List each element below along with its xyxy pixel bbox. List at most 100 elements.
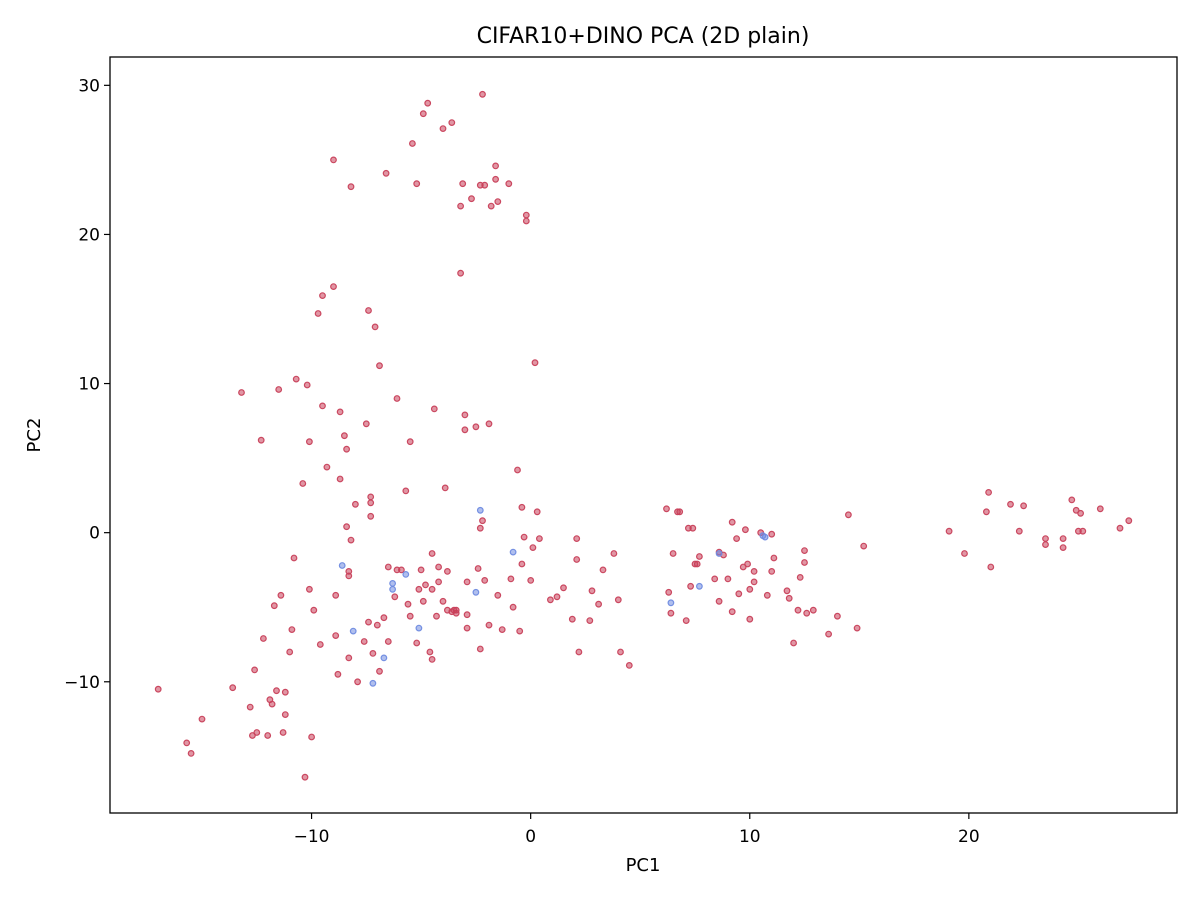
x-tick-label: 20 [958,827,980,847]
scatter-point-s0-90 [428,585,436,593]
plot-area-frame [109,56,1178,814]
scatter-point-s0-151 [586,617,594,624]
scatter-point-s0-72 [393,395,401,402]
scatter-point-s0-152 [588,587,596,595]
scatter-point-s0-210 [985,489,992,496]
y-axis-label: PC2 [24,418,45,453]
points-layer [154,90,1133,781]
scatter-point-s0-218 [1059,535,1067,542]
scatter-point-s0-120 [481,577,489,584]
scatter-point-s0-22 [286,648,294,656]
scatter-point-s0-82 [415,585,423,593]
scatter-point-s0-12 [264,732,272,739]
scatter-point-s0-123 [487,202,495,210]
scatter-point-s0-81 [413,639,421,647]
scatter-point-s0-104 [457,269,465,277]
scatter-point-s0-176 [724,575,732,583]
scatter-point-s0-153 [595,600,602,608]
scatter-point-s0-155 [610,550,618,557]
scatter-point-s1-10 [509,548,517,556]
scatter-point-s0-54 [354,678,362,686]
scatter-point-s0-21 [281,688,289,696]
scatter-point-s0-179 [733,535,740,542]
scatter-point-s0-5 [238,389,245,396]
scatter-point-s1-7 [415,624,423,632]
scatter-point-s0-205 [853,624,861,632]
scatter-point-s0-129 [505,180,513,188]
scatter-point-s0-67 [380,614,388,622]
scatter-point-s0-219 [1068,496,1076,504]
scatter-point-s0-154 [599,566,607,574]
scatter-point-s0-206 [860,542,868,550]
scatter-point-s0-162 [669,550,677,557]
scatter-point-s1-9 [476,506,484,514]
scatter-point-s0-207 [945,527,953,535]
scatter-point-s0-7 [251,666,259,674]
scatter-point-s0-197 [796,574,804,581]
scatter-point-s0-26 [299,480,307,487]
scatter-point-s1-13 [715,550,723,557]
scatter-point-s0-68 [382,169,390,177]
scatter-point-s0-27 [301,773,309,781]
x-tick-label: 0 [525,827,536,847]
scatter-point-s1-6 [402,571,410,578]
scatter-point-s0-2 [187,750,195,757]
scatter-point-s0-211 [987,563,995,571]
scatter-point-s0-170 [693,560,701,568]
scatter-point-s0-203 [834,612,841,620]
scatter-point-s0-20 [281,711,289,718]
x-tick-label: −10 [294,827,330,847]
scatter-point-s0-193 [783,587,791,595]
scatter-point-s0-226 [1125,517,1133,525]
scatter-point-s0-122 [485,621,493,629]
scatter-point-s0-116 [476,524,484,532]
scatter-point-s0-192 [770,554,778,562]
scatter-point-s0-209 [983,508,990,516]
scatter-point-s0-88 [426,648,434,656]
scatter-point-s0-145 [553,593,561,601]
scatter-point-s0-117 [479,517,486,525]
scatter-point-s0-33 [314,310,322,317]
scatter-point-s1-12 [696,582,703,590]
scatter-point-s0-217 [1059,544,1067,551]
scatter-point-s0-224 [1096,505,1104,513]
scatter-point-s0-58 [362,420,370,428]
scatter-point-s0-165 [682,617,690,624]
scatter-point-s0-214 [1020,502,1027,510]
scatter-point-s0-110 [463,578,471,586]
scatter-point-s0-131 [509,603,517,611]
scatter-point-s0-16 [273,687,280,695]
scatter-point-s0-184 [746,585,754,593]
scatter-point-s0-18 [277,591,285,599]
scatter-point-s0-52 [347,536,355,544]
y-tick-label: 10 [78,375,100,395]
scatter-point-s1-15 [761,533,769,541]
scatter-point-s0-63 [371,323,379,331]
scatter-point-s0-14 [268,700,276,708]
scatter-point-s0-40 [332,591,340,599]
scatter-point-s0-168 [689,524,697,532]
scatter-point-s0-112 [472,423,480,431]
scatter-point-s0-74 [398,566,405,574]
scatter-point-s1-1 [349,627,357,635]
scatter-point-s0-38 [330,283,337,291]
y-tick-label: 30 [78,76,100,96]
scatter-point-s0-167 [687,582,694,590]
scatter-point-s0-86 [422,581,429,589]
scatter-point-s0-4 [229,684,237,692]
scatter-point-s0-97 [439,125,447,133]
scatter-point-s0-29 [306,438,313,446]
scatter-point-s0-106 [461,411,469,419]
scatter-point-s0-132 [514,466,521,474]
scatter-point-s0-124 [492,162,500,170]
scatter-point-s0-223 [1079,527,1087,535]
scatter-point-s0-30 [306,585,313,593]
scatter-point-s0-160 [665,588,673,596]
chart-title: CIFAR10+DINO PCA (2D plain) [477,24,810,49]
scatter-point-s0-36 [319,292,326,300]
y-tick-label: −10 [64,673,100,693]
scatter-point-s0-69 [384,563,392,571]
scatter-point-s0-216 [1042,541,1049,548]
scatter-point-s0-159 [663,505,670,513]
scatter-point-s0-141 [531,359,539,367]
